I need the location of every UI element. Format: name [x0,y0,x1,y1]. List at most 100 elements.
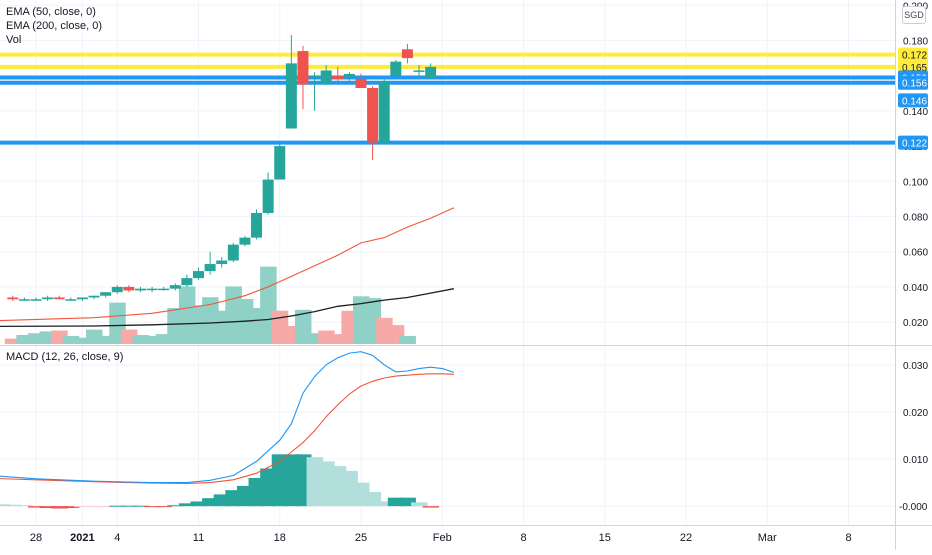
macd-tick-label: 0.020 [903,408,928,419]
volume-bar [4,338,22,344]
candle-body [204,264,216,272]
volume-bar [28,333,45,344]
price-tick-label: 0.100 [903,177,928,188]
price-badge-label: 0.122 [902,139,927,150]
candle-body [216,260,228,265]
macd-histogram-bar [28,506,45,508]
candle-body [111,286,123,293]
ema200-line [0,288,455,328]
macd-tick-label: -0.000 [899,502,928,513]
macd-histogram-bar [190,501,207,507]
price-tick-label: 0.140 [903,107,928,118]
price-badge-label: 0.172 [902,51,927,62]
price-badge-0.172 [898,47,928,62]
price-badge-label: 0.165 [902,63,927,74]
macd-histogram-bar [178,503,196,507]
candle-body [227,244,239,261]
macd-histogram-bar [4,504,22,507]
macd-histogram-bar [399,497,416,507]
price-badge-0.122 [898,135,928,150]
price-tick-label: 0.060 [903,248,928,259]
volume-bar [74,337,91,344]
ema50-line [0,207,455,322]
candle-body [367,88,379,143]
candle-body [285,63,297,129]
time-tick-label: 8 [845,532,851,544]
candle-body [7,297,19,300]
time-tick-label: Feb [433,532,452,544]
candle-body [123,286,135,291]
legend-ema50[interactable]: EMA (50, close, 0) [6,6,96,18]
time-tick-label: 2021 [70,532,94,544]
macd-histogram-bar [86,506,103,508]
candle-body [425,66,437,78]
legend-macd[interactable]: MACD (12, 26, close, 9) [6,351,124,363]
candle-body [88,295,100,298]
candle-body [343,73,355,78]
volume-bar [132,335,149,344]
macd-histogram-bar [411,502,428,507]
candle-body [76,297,88,300]
candle-body [53,297,65,300]
macd-histogram-bar [202,498,219,507]
volume-bar [62,335,80,344]
volume-bar [144,335,161,344]
volume-bar [97,335,115,344]
macd-tick-label: 0.010 [903,455,928,466]
candle-body [193,271,204,279]
price-badge-label: 0.156 [902,79,927,90]
macd-histogram-bar [144,506,161,508]
candle-body [320,70,332,83]
candle-body [18,299,30,301]
candle-body [274,146,286,180]
macd-histogram-bar [376,501,393,507]
candle-body [309,75,321,78]
price-badge-0.146 [898,93,928,108]
candle-body [158,288,170,291]
candle-body [100,292,112,296]
macd-histogram-bar [109,505,126,507]
volume-bar [329,334,347,344]
macd-histogram-bar [51,506,68,509]
macd-histogram-bar [387,497,405,507]
price-badge-0.156 [898,75,928,90]
candle-body [169,285,181,289]
time-tick-label: 8 [520,532,526,544]
macd-histogram-bar [74,506,91,508]
time-tick-label: 25 [355,532,367,544]
candle-body [30,299,42,301]
macd-histogram-bar [155,506,173,508]
price-tick-label: 0.080 [903,213,928,224]
time-tick-label: 15 [599,532,611,544]
volume-bar [16,335,33,344]
price-tick-label: 0.040 [903,283,928,294]
candle-body [332,75,344,80]
candle-body [378,80,390,143]
legend-ema200[interactable]: EMA (200, close, 0) [6,20,102,32]
macd-histogram-bar [120,505,138,507]
candle-body [181,278,193,286]
candle-body [251,212,263,238]
candle-body [390,61,402,76]
macd-tick-label: 0.030 [903,361,928,372]
price-badge-0.165 [898,59,928,74]
legend-vol[interactable]: Vol [6,34,22,46]
macd-histogram-bar [132,505,149,507]
macd-histogram-bar [62,506,80,509]
time-tick-label: Mar [758,532,777,544]
time-tick-label: 4 [114,532,120,544]
macd-histogram-bar [422,506,440,508]
macd-line [0,351,455,484]
candle-body [355,79,367,89]
volume-bar [155,334,173,344]
candle-body [297,51,309,85]
time-tick-label: 18 [274,532,286,544]
candle-body [239,237,251,245]
candle-body [413,70,425,72]
macd-histogram-bar [213,494,231,507]
candle-body [134,288,146,291]
currency-badge[interactable]: SGD [902,6,926,24]
price-tick-label: 0.020 [903,318,928,329]
